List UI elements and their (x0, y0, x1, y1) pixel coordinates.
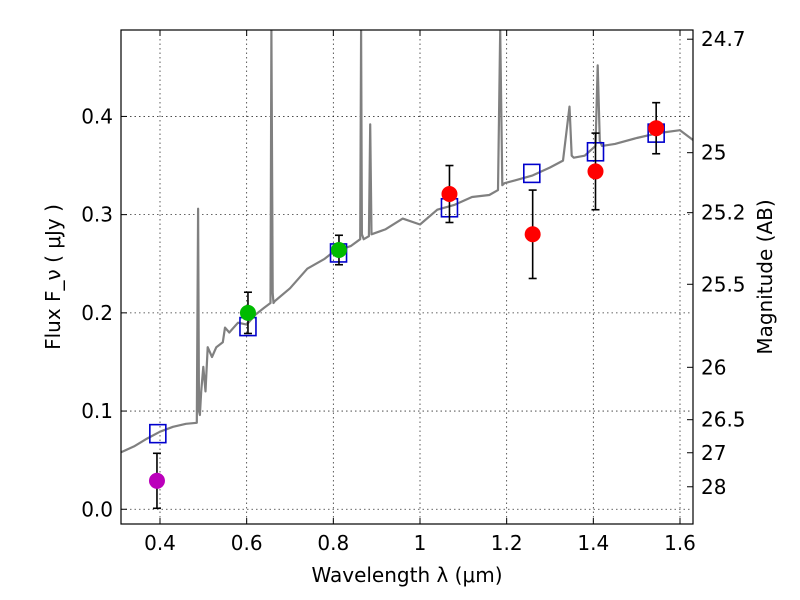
x-tick-label: 1.4 (577, 531, 609, 555)
right-tick-label: 28 (701, 475, 726, 499)
x-tick-label: 1.6 (664, 531, 696, 555)
x-tick-label: 0.6 (231, 531, 263, 555)
y-tick-label: 0.4 (81, 104, 113, 128)
y-tick-label: 0.3 (81, 203, 113, 227)
observed-point (441, 186, 458, 203)
observed-point (239, 304, 256, 321)
x-tick-label: 0.8 (317, 531, 349, 555)
y-tick-label: 0.2 (81, 301, 113, 325)
y-tick-label: 0.1 (81, 399, 113, 423)
right-axis-label: Magnitude (AB) (753, 199, 777, 354)
axis-ticks: 0.4 0.6 0.8 1 1.2 1.4 1.6 0.0 0.1 0.2 0.3 0.4 24.7 25… (81, 27, 745, 555)
model-square (149, 423, 167, 444)
y-tick-label: 0.0 (81, 497, 113, 521)
observed-point (648, 120, 665, 137)
model-square (522, 163, 541, 184)
observed-point (148, 472, 165, 489)
right-tick-label: 24.7 (701, 27, 746, 51)
x-axis-label: Wavelength λ (μm) (311, 563, 502, 587)
observed-point (330, 241, 347, 258)
x-tick-label: 1.2 (491, 531, 523, 555)
plot-frame (120, 29, 694, 525)
y-axis-label: Flux F_ν ( μJy ) (41, 204, 65, 350)
right-tick-label: 25.2 (701, 201, 746, 225)
x-tick-label: 1 (414, 531, 427, 555)
observed-point (587, 163, 604, 180)
plot-area (121, 30, 693, 510)
right-tick-label: 25.5 (701, 272, 746, 296)
observed-point (524, 226, 541, 243)
right-tick-label: 25 (701, 141, 726, 165)
spectrum-line (121, 30, 693, 454)
right-tick-label: 27 (701, 441, 726, 465)
right-tick-label: 26 (701, 355, 726, 379)
grid (121, 30, 693, 524)
right-tick-label: 26.5 (701, 408, 746, 432)
x-tick-label: 0.4 (144, 531, 176, 555)
